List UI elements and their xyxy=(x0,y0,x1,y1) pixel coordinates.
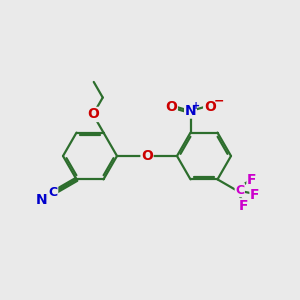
Text: N: N xyxy=(185,104,196,118)
Text: N: N xyxy=(36,193,47,207)
Text: O: O xyxy=(165,100,177,113)
Text: O: O xyxy=(141,149,153,163)
Text: −: − xyxy=(214,94,224,108)
Text: F: F xyxy=(239,199,248,213)
Text: F: F xyxy=(250,188,260,202)
Text: C: C xyxy=(235,184,244,197)
Text: C: C xyxy=(49,186,58,200)
Text: O: O xyxy=(87,107,99,122)
Text: F: F xyxy=(247,173,256,187)
Text: +: + xyxy=(191,101,200,111)
Text: O: O xyxy=(204,100,216,113)
